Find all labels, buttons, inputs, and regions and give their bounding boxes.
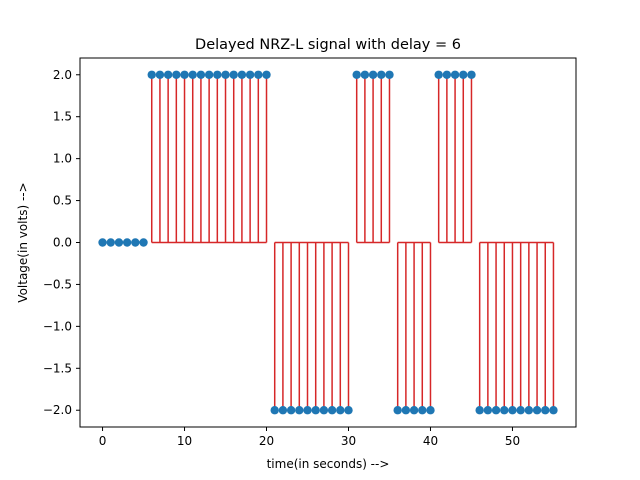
y-axis-ticks: 2.0 1.5 1.0 0.5 0.0 −0.5 −1.0 −1.5 −2.0: [43, 68, 80, 417]
data-point-marker: [491, 406, 501, 415]
data-point-marker: [188, 70, 197, 79]
data-point-marker: [516, 406, 525, 415]
data-point-marker: [196, 70, 206, 79]
y-axis-label: Voltage(in volts) -->: [16, 182, 30, 302]
data-point-marker: [106, 238, 115, 247]
data-point-marker: [549, 406, 558, 415]
data-point-marker: [245, 70, 255, 79]
data-point-marker: [213, 70, 222, 79]
x-tick-label: 0: [99, 434, 107, 448]
data-point-marker: [483, 406, 493, 415]
data-point-marker: [131, 238, 140, 247]
x-tick-label: 40: [423, 434, 438, 448]
data-point-marker: [122, 238, 132, 247]
data-point-marker: [344, 406, 353, 415]
x-axis-label: time(in seconds) -->: [267, 457, 390, 471]
data-point-marker: [204, 70, 214, 79]
data-point-marker: [278, 406, 288, 415]
data-point-marker: [360, 70, 370, 79]
data-point-marker: [221, 70, 230, 79]
data-point-marker: [426, 406, 435, 415]
data-point-marker: [180, 70, 189, 79]
data-point-marker: [155, 70, 165, 79]
data-point-marker: [262, 70, 271, 79]
y-tick-label: −0.5: [43, 277, 72, 291]
x-tick-label: 20: [259, 434, 274, 448]
data-point-marker: [459, 70, 468, 79]
x-tick-label: 50: [505, 434, 520, 448]
y-tick-label: 0.5: [53, 194, 72, 208]
data-point-marker: [139, 238, 148, 247]
data-point-marker: [385, 70, 394, 79]
data-point-marker: [434, 70, 443, 79]
y-tick-label: −1.5: [43, 361, 72, 375]
data-point-marker: [336, 406, 345, 415]
data-point-marker: [237, 70, 247, 79]
x-tick-label: 10: [177, 434, 192, 448]
data-point-marker: [401, 406, 411, 415]
data-point-marker: [327, 406, 337, 415]
data-point-marker: [409, 406, 419, 415]
y-tick-label: 2.0: [53, 68, 72, 82]
data-point-marker: [270, 406, 279, 415]
y-tick-label: 1.0: [53, 152, 72, 166]
data-point-marker: [467, 70, 476, 79]
data-point-marker: [368, 70, 378, 79]
data-point-marker: [98, 238, 107, 247]
signal-marks: [98, 70, 558, 415]
data-point-marker: [418, 406, 427, 415]
y-tick-label: −2.0: [43, 403, 72, 417]
x-tick-label: 30: [341, 434, 356, 448]
data-point-marker: [254, 70, 263, 79]
data-point-marker: [319, 406, 329, 415]
x-axis-ticks: 0 10 20 30 40 50: [99, 427, 520, 448]
data-point-marker: [377, 70, 386, 79]
chart-title: Delayed NRZ-L signal with delay = 6: [195, 37, 461, 53]
data-point-marker: [114, 238, 124, 247]
data-point-marker: [532, 406, 542, 415]
data-point-marker: [229, 70, 238, 79]
y-tick-label: 0.0: [53, 236, 72, 250]
y-tick-label: 1.5: [53, 110, 72, 124]
data-point-marker: [524, 406, 534, 415]
data-point-marker: [163, 70, 173, 79]
data-point-marker: [393, 406, 402, 415]
data-point-marker: [311, 406, 320, 415]
data-point-marker: [500, 406, 509, 415]
data-point-marker: [295, 406, 304, 415]
data-point-marker: [172, 70, 181, 79]
y-tick-label: −1.0: [43, 319, 72, 333]
data-point-marker: [286, 406, 296, 415]
data-point-marker: [541, 406, 550, 415]
data-point-marker: [475, 406, 484, 415]
data-point-marker: [508, 406, 517, 415]
data-point-marker: [352, 70, 361, 79]
data-point-marker: [442, 70, 452, 79]
data-point-marker: [303, 406, 312, 415]
data-point-marker: [147, 70, 156, 79]
data-point-marker: [450, 70, 460, 79]
